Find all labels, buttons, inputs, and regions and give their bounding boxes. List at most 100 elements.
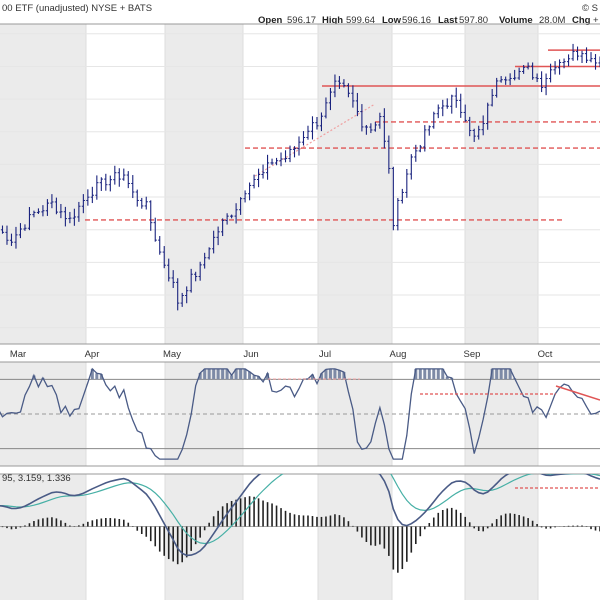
price-bar <box>418 144 422 153</box>
price-bar <box>472 128 476 142</box>
price-bar <box>589 52 593 63</box>
price-bar <box>144 196 148 210</box>
price-bar <box>185 286 189 304</box>
price-bar <box>459 93 463 118</box>
price-bar <box>270 158 274 165</box>
price-bar <box>400 188 404 204</box>
price-bar <box>292 146 297 158</box>
last-label: Last <box>438 15 458 26</box>
price-bar <box>409 154 413 180</box>
price-bar <box>59 204 63 219</box>
month-bands <box>0 24 538 600</box>
trend-line <box>254 103 376 177</box>
price-bar <box>441 99 445 117</box>
price-bar <box>526 62 530 70</box>
price-bar <box>23 224 27 231</box>
price-bar <box>342 79 346 88</box>
price-bar <box>135 189 139 207</box>
price-bar <box>333 74 337 98</box>
price-bar <box>571 43 575 61</box>
price-bar <box>256 168 261 188</box>
chg-label: Chg <box>572 15 591 26</box>
price-bar <box>243 190 247 203</box>
price-bar <box>283 150 288 163</box>
ticker-title: 00 ETF (unadjusted) NYSE + BATS <box>2 3 152 14</box>
price-bar <box>535 73 539 83</box>
price-bar <box>86 189 90 206</box>
low-label: Low <box>382 15 402 26</box>
price-bar <box>194 271 198 282</box>
price-bar <box>432 111 436 129</box>
price-bar <box>180 292 184 307</box>
price-bar <box>203 252 207 269</box>
price-bar <box>95 175 99 200</box>
price-bar <box>513 69 517 81</box>
price-bar <box>54 197 59 215</box>
rsi-overbought-fill <box>32 368 517 380</box>
price-bar <box>337 76 342 89</box>
price-bar <box>108 175 112 192</box>
price-bar <box>238 197 243 215</box>
month-band <box>465 24 538 344</box>
volume-label: Volume <box>499 15 533 26</box>
price-bar <box>126 171 130 189</box>
rsi-panel <box>0 367 600 460</box>
price-bar <box>504 76 508 85</box>
month-band <box>318 24 392 344</box>
month-axis: Mar Apr May Jun Jul Aug Sep Oct <box>10 349 553 360</box>
price-bar <box>158 236 162 255</box>
price-bar <box>81 194 85 214</box>
month-label: May <box>163 349 181 360</box>
price-bar <box>499 76 503 83</box>
price-bar <box>32 210 36 218</box>
price-bar <box>495 77 499 98</box>
price-bar <box>198 261 202 281</box>
price-bar <box>378 112 382 129</box>
price-bar <box>212 230 216 254</box>
price-bar <box>310 116 315 140</box>
price-bar <box>122 168 126 181</box>
price-bar <box>450 94 454 114</box>
macd-panel: 95, 3.159, 1.336 <box>0 473 600 573</box>
price-bar <box>436 104 440 119</box>
price-bar <box>306 125 310 140</box>
price-bar <box>171 270 175 288</box>
price-bar <box>423 125 427 152</box>
price-bar <box>0 225 5 234</box>
price-bar <box>221 218 225 237</box>
high-label: High <box>322 15 343 26</box>
ohlc-summary: Open 596.17 High 599.64 Low 596.16 Last … <box>258 15 599 26</box>
month-band <box>165 24 243 344</box>
price-bar <box>77 201 81 222</box>
price-bar <box>68 211 72 224</box>
price-bar <box>261 164 265 179</box>
month-band <box>165 474 243 600</box>
price-bar <box>387 135 391 174</box>
price-bar <box>5 225 9 245</box>
price-bar <box>355 92 360 117</box>
price-bar <box>9 233 14 246</box>
price-bar <box>113 165 117 185</box>
price-bar <box>162 246 166 269</box>
price-bar <box>369 123 373 134</box>
price-bar <box>486 102 490 130</box>
price-bar <box>553 61 557 75</box>
price-bar <box>41 205 45 217</box>
macd-signal-line <box>0 474 600 545</box>
price-bar <box>481 115 485 136</box>
price-bar <box>360 104 364 132</box>
price-bar <box>207 247 211 260</box>
price-bar <box>131 175 135 199</box>
month-label: Jul <box>319 349 331 360</box>
macd-legend: 95, 3.159, 1.336 <box>2 473 71 484</box>
price-bar <box>72 208 76 226</box>
price-bar <box>301 131 306 146</box>
price-bar <box>508 73 512 86</box>
price-bar <box>50 194 54 209</box>
chg-value: + <box>593 15 599 26</box>
price-bar <box>99 177 103 191</box>
price-bar <box>63 206 67 227</box>
price-bar <box>454 87 458 108</box>
price-bar <box>584 47 589 63</box>
